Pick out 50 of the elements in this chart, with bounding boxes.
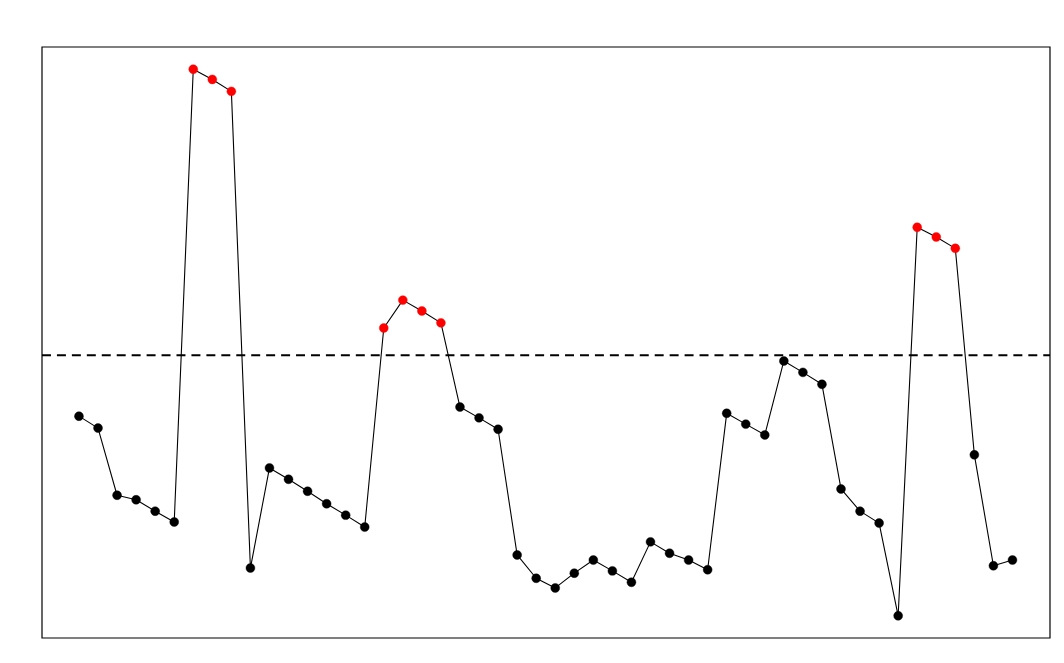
- point: [702, 565, 713, 575]
- point: [912, 222, 922, 232]
- point: [74, 411, 84, 421]
- point: [817, 379, 827, 389]
- point: [779, 356, 789, 366]
- point: [188, 64, 198, 74]
- point: [112, 490, 122, 500]
- point: [455, 402, 465, 412]
- point: [569, 568, 579, 578]
- point: [283, 474, 294, 484]
- point: [836, 484, 846, 494]
- point: [93, 423, 103, 433]
- point: [169, 517, 179, 527]
- point: [398, 295, 408, 305]
- point: [379, 323, 389, 333]
- point: [474, 413, 484, 423]
- point: [226, 86, 237, 97]
- point: [321, 499, 332, 509]
- point: [855, 506, 865, 516]
- point: [512, 550, 522, 560]
- point: [150, 506, 160, 516]
- point: [493, 424, 503, 434]
- point: [436, 318, 446, 328]
- point: [302, 486, 313, 496]
- point: [722, 408, 732, 418]
- point: [360, 522, 370, 532]
- point: [626, 577, 637, 587]
- point: [645, 537, 656, 547]
- point: [683, 555, 694, 565]
- point: [531, 573, 541, 583]
- point: [741, 419, 751, 429]
- point: [1007, 555, 1018, 565]
- point: [550, 583, 560, 593]
- point: [988, 561, 999, 571]
- point: [969, 450, 980, 460]
- point: [893, 611, 903, 621]
- point: [417, 306, 427, 316]
- point: [931, 232, 941, 242]
- point: [874, 518, 884, 528]
- point: [607, 566, 618, 576]
- point: [664, 548, 675, 558]
- point: [131, 495, 141, 505]
- point: [207, 74, 217, 85]
- point: [950, 243, 960, 254]
- point: [798, 367, 808, 378]
- point: [588, 555, 599, 565]
- point: [340, 510, 351, 520]
- point: [760, 430, 770, 440]
- point: [245, 563, 256, 573]
- point: [264, 463, 275, 473]
